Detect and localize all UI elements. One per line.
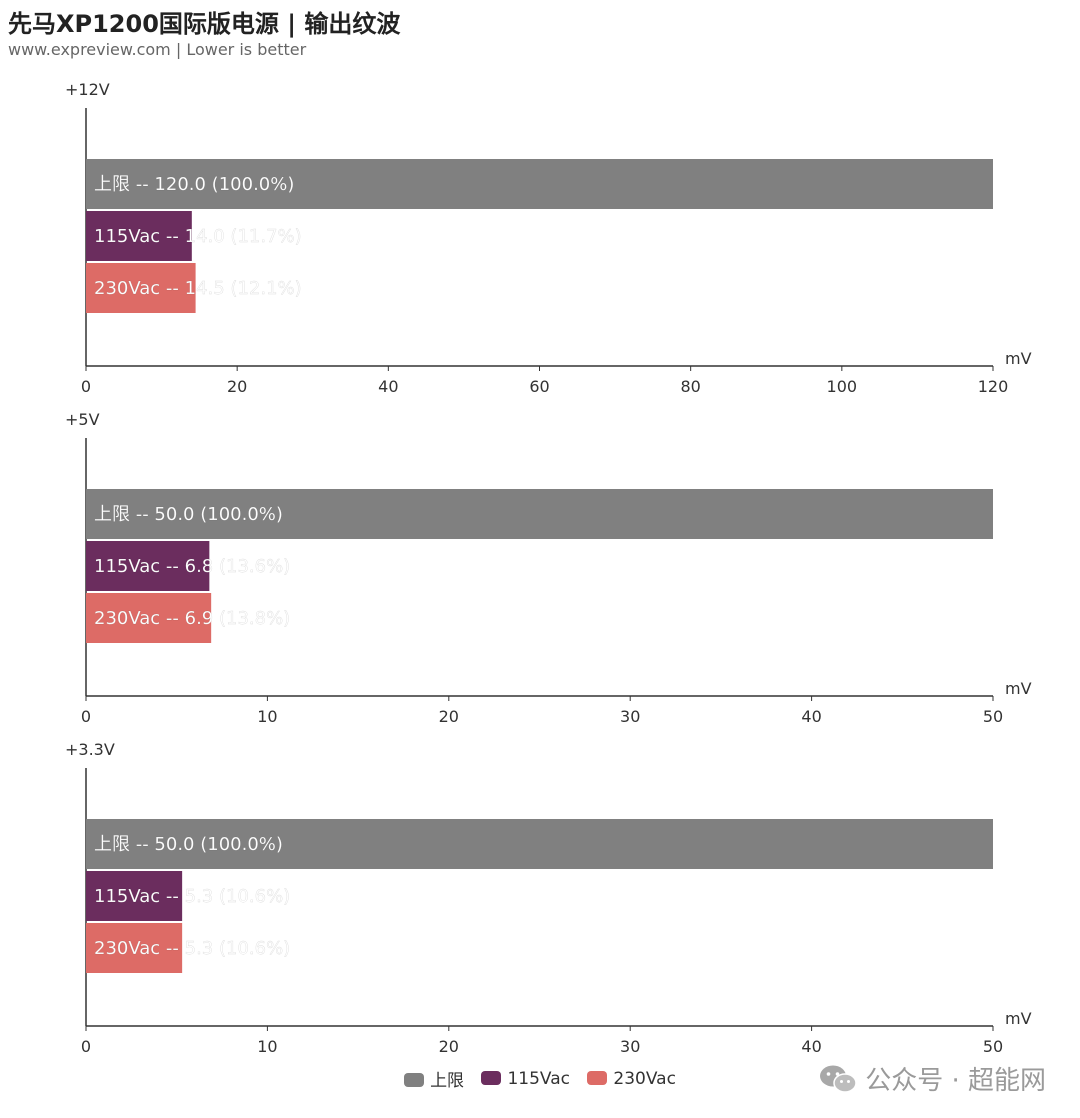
panel-3-tick-label-1: 10: [257, 1037, 277, 1056]
panel-3-tick-label-0: 0: [81, 1037, 91, 1056]
panel-1-tick-label-1: 20: [227, 377, 247, 396]
panel-2-tick-label-1: 10: [257, 707, 277, 726]
panel-2-title: +5V: [65, 410, 100, 429]
panel-2-data-label-limit: 上限 -- 50.0 (100.0%): [94, 504, 283, 525]
panel-1-data-label-115vac: 115Vac -- 14.0 (11.7%): [94, 226, 302, 247]
panel-2-tick-label-4: 40: [801, 707, 821, 726]
panel-1-title: +12V: [65, 80, 110, 99]
legend-label-230vac: 230Vac: [613, 1068, 676, 1089]
panel-2-bar-limit: [86, 489, 993, 539]
panel-1-tick-label-4: 80: [680, 377, 700, 396]
panel-3-tick-label-2: 20: [439, 1037, 459, 1056]
panel-3-tick-label-4: 40: [801, 1037, 821, 1056]
watermark: 公众号 · 超能网: [819, 1060, 1046, 1097]
panel-3-unit-label: mV: [1005, 1009, 1032, 1028]
legend-label-115vac: 115Vac: [507, 1068, 570, 1089]
legend: 上限 115Vac 230Vac: [0, 1066, 1080, 1091]
panel-3-data-label-limit: 上限 -- 50.0 (100.0%): [94, 834, 283, 855]
wechat-icon: [820, 1065, 857, 1093]
panel-2-tick-label-2: 20: [439, 707, 459, 726]
panel-3-tick-label-3: 30: [620, 1037, 640, 1056]
panel-1-tick-label-5: 100: [827, 377, 858, 396]
panel-2-tick-label-3: 30: [620, 707, 640, 726]
panel-1-tick-label-3: 60: [529, 377, 549, 396]
legend-item-230vac[interactable]: 230Vac: [587, 1069, 676, 1089]
panel-3-data-label-115vac: 115Vac -- 5.3 (10.6%): [94, 886, 290, 907]
legend-swatch-limit: [404, 1073, 425, 1087]
panel-2-bar-230vac: [86, 593, 212, 643]
watermark-text: 公众号 · 超能网: [865, 1066, 1046, 1096]
panel-1-bar-115vac: [86, 211, 192, 261]
panel-2-data-label-115vac: 115Vac -- 6.8 (13.6%): [94, 556, 290, 577]
panel-1-unit-label: mV: [1005, 349, 1032, 368]
legend-swatch-115vac: [481, 1070, 502, 1085]
panel-1-data-label-230vac: 230Vac -- 14.5 (12.1%): [94, 278, 302, 299]
panel-3-tick-label-5: 50: [983, 1037, 1003, 1056]
legend-swatch-230vac: [587, 1070, 608, 1085]
panel-2-tick-label-5: 50: [983, 707, 1003, 726]
panel-2-data-label-230vac: 230Vac -- 6.9 (13.8%): [94, 608, 290, 629]
panel-3-bar-115vac: [86, 871, 183, 921]
panel-3-bar-limit: [86, 819, 993, 869]
chart-subtitle: www.expreview.com | Lower is better: [8, 40, 307, 59]
panel-1-data-label-limit: 上限 -- 120.0 (100.0%): [94, 174, 294, 195]
panel-1-tick-label-6: 120: [978, 377, 1009, 396]
panel-1-bar-limit: [86, 159, 993, 209]
panel-2-tick-label-0: 0: [81, 707, 91, 726]
legend-item-limit[interactable]: 上限: [404, 1066, 464, 1091]
legend-label-limit: 上限: [430, 1071, 465, 1091]
panel-1-bar-230vac: [86, 263, 196, 313]
chart-title: 先马XP1200国际版电源 | 输出纹波: [8, 10, 401, 38]
panel-3-data-label-230vac: 230Vac -- 5.3 (10.6%): [94, 938, 290, 959]
panel-2-unit-label: mV: [1005, 679, 1032, 698]
panel-3-title: +3.3V: [65, 740, 115, 759]
panel-3-bar-230vac: [86, 923, 183, 973]
panel-2-bar-115vac: [86, 541, 210, 591]
panel-1-tick-label-0: 0: [81, 377, 91, 396]
panel-1-tick-label-2: 40: [378, 377, 398, 396]
legend-item-115vac[interactable]: 115Vac: [481, 1069, 570, 1089]
